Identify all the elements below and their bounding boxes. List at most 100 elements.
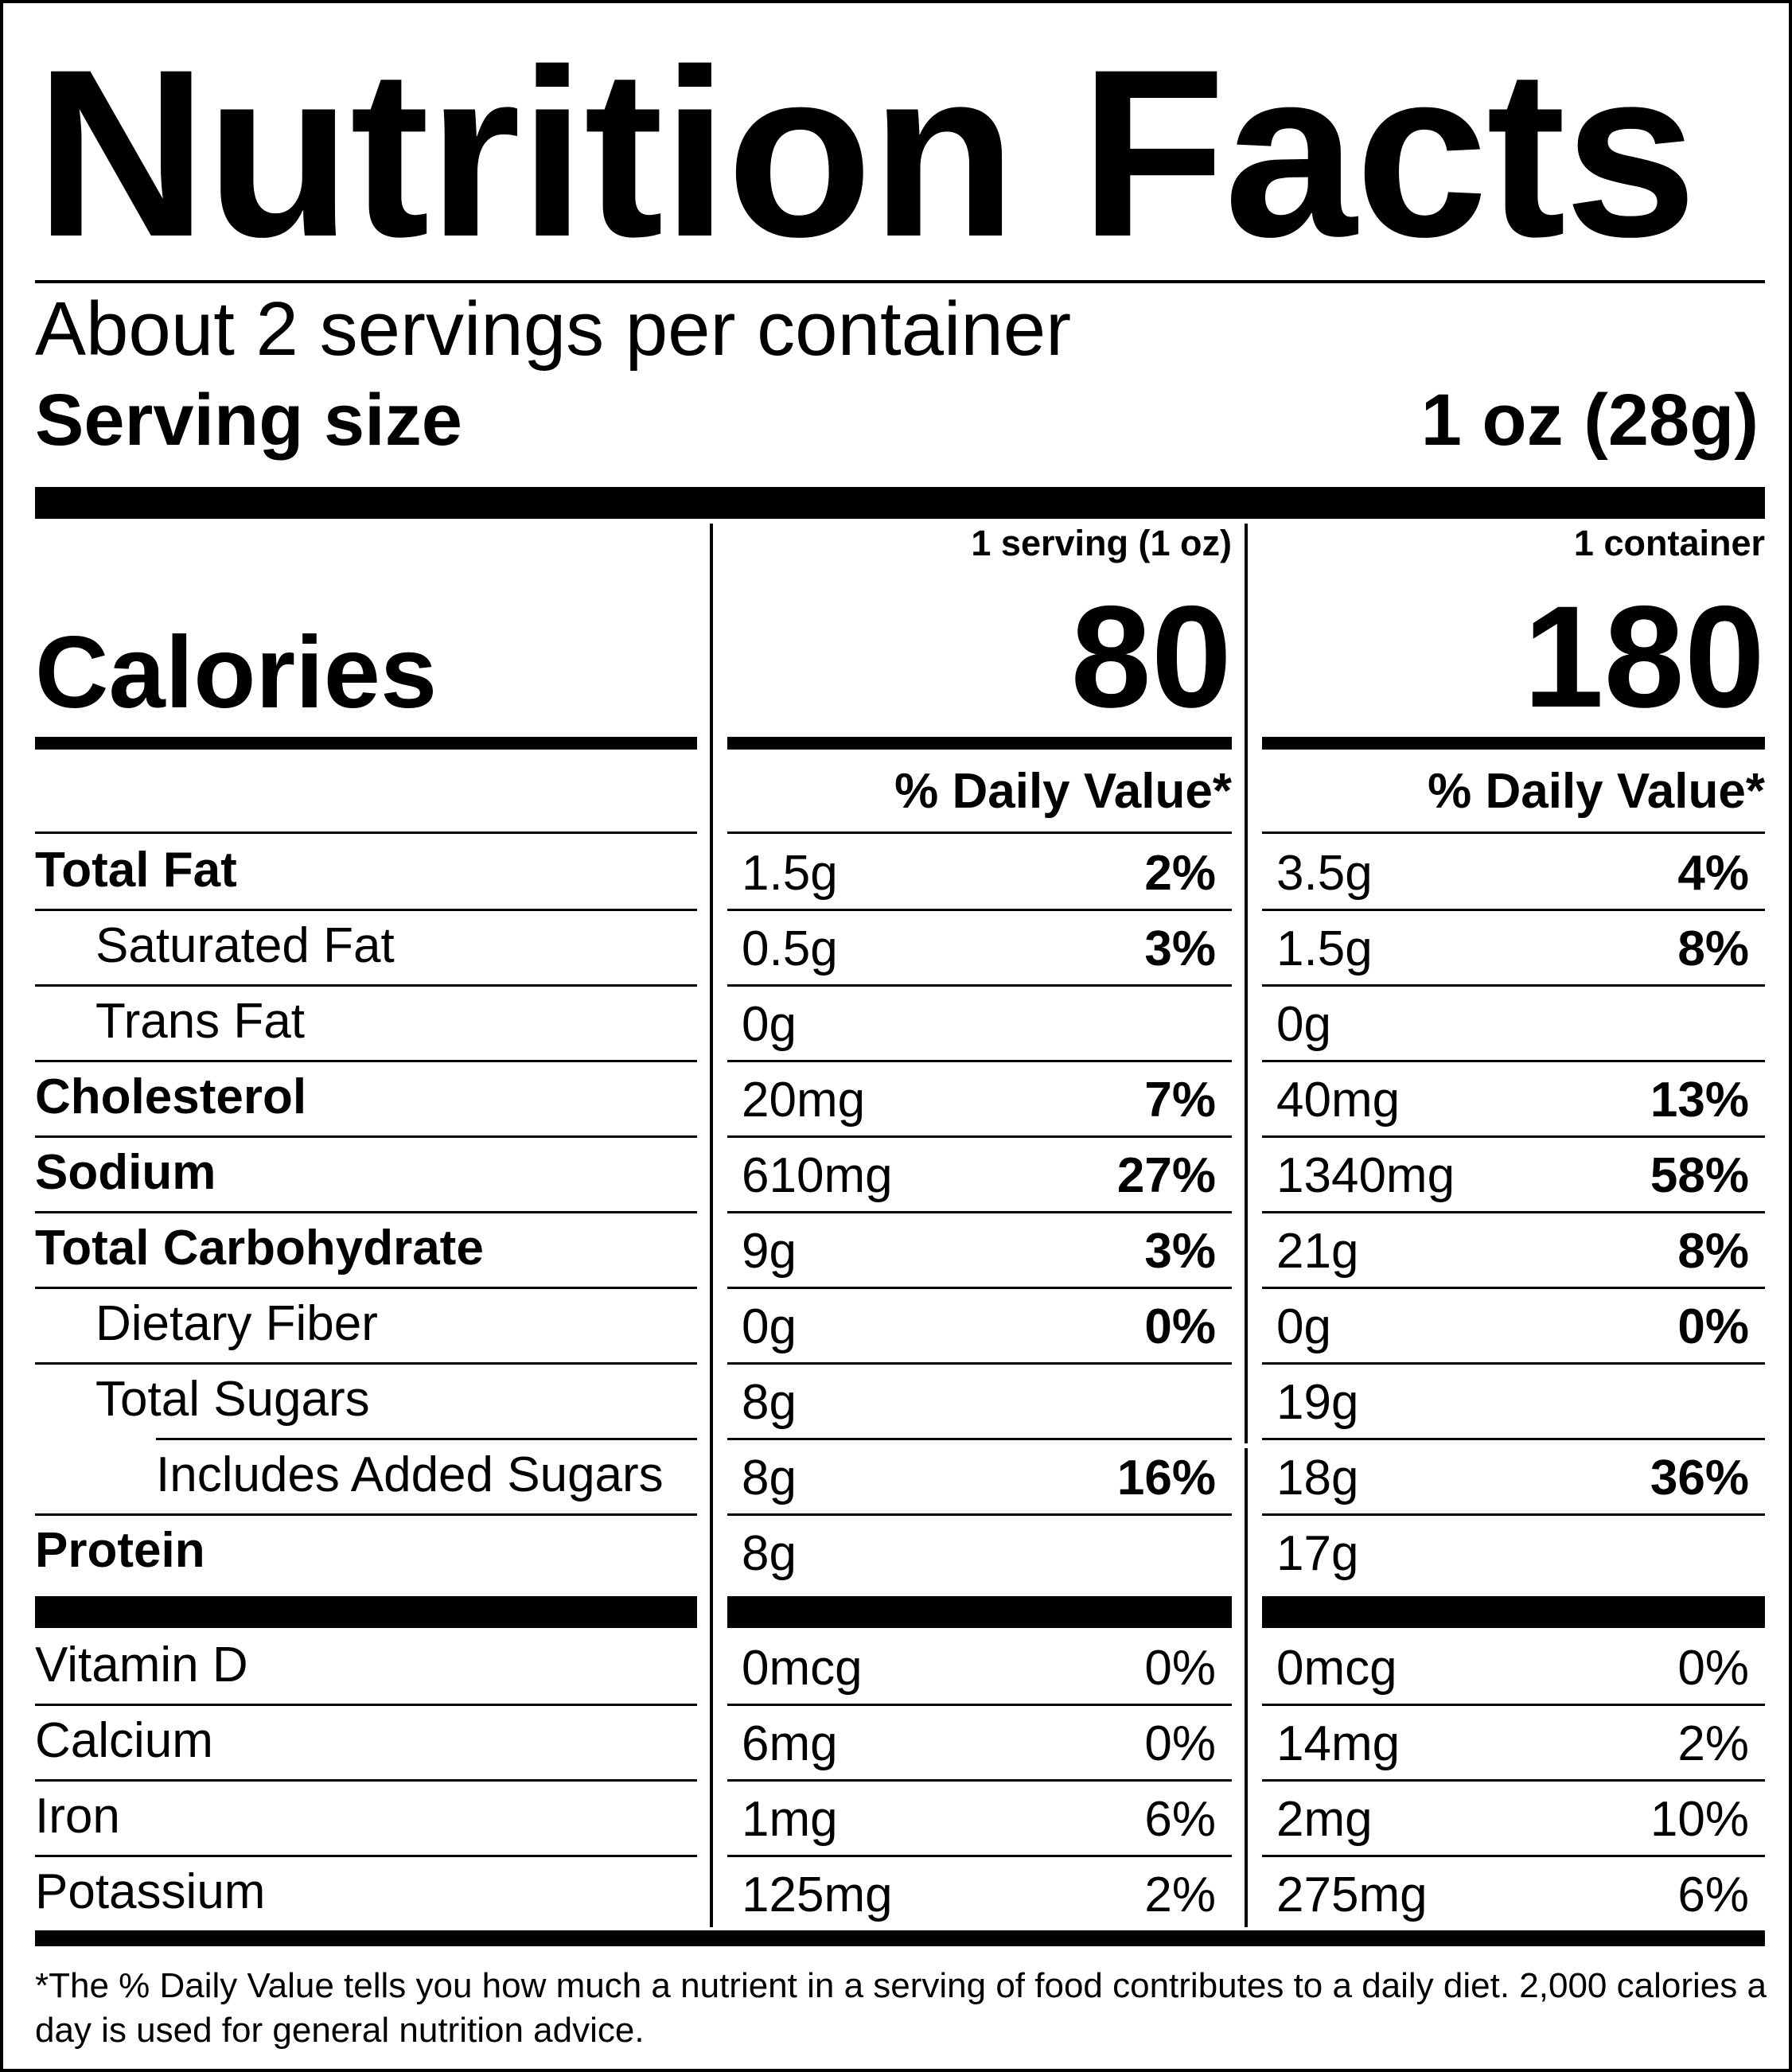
daily-value-serving: 0% (1144, 1716, 1216, 1771)
divider-thick-top (35, 487, 1765, 519)
amount-per-serving: 20mg (742, 1073, 866, 1128)
amount-per-container: 40mg (1276, 1073, 1400, 1128)
row-divider (1262, 909, 1765, 911)
amount-per-serving: 0mcg (742, 1641, 863, 1696)
amount-per-serving: 8g (742, 1526, 797, 1581)
nutrient-name: Dietary Fiber (95, 1296, 378, 1351)
row-divider (1262, 1060, 1765, 1062)
amount-per-container: 1340mg (1276, 1148, 1455, 1203)
calories-bar-label (35, 737, 697, 750)
amount-per-serving: 0.5g (742, 921, 838, 976)
nutrient-name: Sodium (35, 1145, 216, 1200)
row-divider (35, 909, 697, 911)
amount-per-serving: 8g (742, 1451, 797, 1505)
row-divider (727, 1513, 1232, 1516)
daily-value-container: 8% (1677, 1224, 1749, 1279)
daily-value-serving: 2% (1144, 846, 1216, 901)
servings-per-container: About 2 servings per container (35, 286, 1072, 372)
daily-value-serving: 3% (1144, 1224, 1216, 1279)
amount-per-container: 21g (1276, 1224, 1359, 1279)
amount-per-container: 1.5g (1276, 921, 1373, 976)
daily-value-serving: 7% (1144, 1073, 1216, 1128)
daily-value-serving: 0% (1144, 1641, 1216, 1696)
row-divider (727, 984, 1232, 987)
amount-per-container: 3.5g (1276, 846, 1373, 901)
row-divider (1262, 1438, 1765, 1440)
amount-per-container: 0g (1276, 1299, 1331, 1354)
vitamin-name: Iron (35, 1789, 120, 1844)
column-header-container: 1 container (1573, 523, 1765, 563)
row-divider (35, 1211, 697, 1213)
row-divider (156, 1438, 697, 1440)
row-divider (1262, 1779, 1765, 1782)
amount-per-serving: 0g (742, 1299, 797, 1354)
row-divider (727, 1438, 1232, 1440)
nutrient-name: Cholesterol (35, 1069, 307, 1124)
nutrient-name: Total Sugars (95, 1372, 370, 1427)
amount-per-serving: 8g (742, 1375, 797, 1430)
row-divider (1262, 1211, 1765, 1213)
calories-bar-serving (727, 737, 1232, 750)
row-divider (727, 1135, 1232, 1138)
amount-per-container: 0g (1276, 997, 1331, 1052)
row-divider (1262, 1704, 1765, 1706)
daily-value-serving: 2% (1144, 1868, 1216, 1922)
calories-per-container: 180 (1523, 575, 1765, 738)
amount-per-serving: 610mg (742, 1148, 893, 1203)
daily-value-serving: 27% (1116, 1148, 1216, 1203)
vitamin-name: Potassium (35, 1864, 266, 1919)
row-divider (727, 1211, 1232, 1213)
row-divider (727, 1060, 1232, 1062)
daily-value-header-container: % Daily Value* (1428, 764, 1765, 819)
calories-per-serving: 80 (1070, 575, 1232, 738)
amount-per-container: 18g (1276, 1451, 1359, 1505)
amount-per-serving: 1.5g (742, 846, 838, 901)
row-divider (727, 1855, 1232, 1857)
amount-per-serving: 6mg (742, 1716, 838, 1771)
daily-value-serving: 0% (1144, 1299, 1216, 1354)
daily-value-container: 36% (1650, 1451, 1749, 1505)
row-divider (35, 1779, 697, 1782)
row-divider (35, 1287, 697, 1289)
amount-per-container: 275mg (1276, 1868, 1428, 1922)
row-divider (727, 1287, 1232, 1289)
footnote: *The % Daily Value tells you how much a … (35, 1966, 1767, 2050)
amount-per-container: 0mcg (1276, 1641, 1397, 1696)
daily-value-container: 0% (1677, 1299, 1749, 1354)
row-divider (1262, 1287, 1765, 1289)
row-divider (35, 1060, 697, 1062)
daily-value-container: 6% (1677, 1868, 1749, 1922)
nutrient-name: Protein (35, 1523, 205, 1578)
row-divider (1262, 832, 1765, 834)
daily-value-container: 58% (1650, 1148, 1749, 1203)
vitamin-name: Vitamin D (35, 1638, 248, 1692)
row-divider (1262, 1855, 1765, 1857)
row-divider (727, 1779, 1232, 1782)
daily-value-container: 0% (1677, 1641, 1749, 1696)
row-divider (35, 1855, 697, 1857)
row-divider (727, 832, 1232, 834)
column-separator-1 (710, 524, 713, 1927)
calories-label: Calories (35, 616, 438, 730)
serving-size-value: 1 oz (28g) (1420, 380, 1759, 461)
daily-value-serving: 3% (1144, 921, 1216, 976)
daily-value-container: 10% (1650, 1792, 1749, 1847)
daily-value-serving: 6% (1144, 1792, 1216, 1847)
label-title: Nutrition Facts (35, 19, 1697, 286)
row-divider (35, 1362, 697, 1365)
amount-per-serving: 9g (742, 1224, 797, 1279)
vitamin-bar-serving (727, 1596, 1232, 1628)
row-divider (1262, 1513, 1765, 1516)
vitamin-bar-container (1262, 1596, 1765, 1628)
nutrient-name: Total Carbohydrate (35, 1221, 484, 1276)
amount-per-serving: 125mg (742, 1868, 893, 1922)
row-divider (727, 1704, 1232, 1706)
amount-per-serving: 1mg (742, 1792, 838, 1847)
vitamin-bar-label (35, 1596, 697, 1628)
daily-value-container: 13% (1650, 1073, 1749, 1128)
divider-thin (35, 280, 1765, 283)
daily-value-serving: 16% (1116, 1451, 1216, 1505)
row-divider (35, 832, 697, 834)
daily-value-container: 2% (1677, 1716, 1749, 1771)
